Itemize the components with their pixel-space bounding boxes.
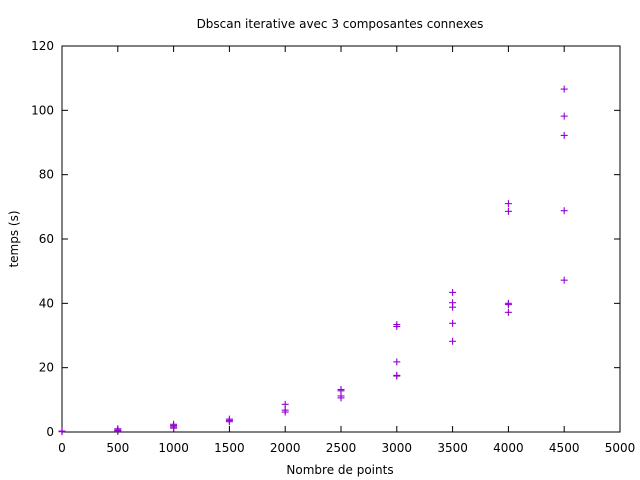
data-point <box>170 420 178 428</box>
x-tick-label: 500 <box>106 441 129 455</box>
data-point <box>449 288 457 296</box>
data-point <box>560 85 568 93</box>
y-tick-label: 100 <box>31 103 54 117</box>
x-tick-label: 0 <box>58 441 66 455</box>
x-tick-label: 3000 <box>382 441 413 455</box>
data-point <box>58 427 66 435</box>
data-point <box>225 415 233 423</box>
y-axis-label: temps (s) <box>7 210 21 267</box>
data-point <box>393 358 401 366</box>
y-tick-label: 60 <box>39 232 54 246</box>
y-tick-label: 120 <box>31 39 54 53</box>
data-point <box>504 299 512 307</box>
x-tick-label: 3500 <box>437 441 468 455</box>
x-axis-label: Nombre de points <box>286 463 393 477</box>
y-tick-label: 0 <box>46 425 54 439</box>
data-points <box>58 85 568 436</box>
chart-title: Dbscan iterative avec 3 composantes conn… <box>197 17 484 31</box>
data-point <box>560 276 568 284</box>
data-point <box>560 112 568 120</box>
data-point <box>560 131 568 139</box>
data-point <box>504 308 512 316</box>
x-tick-label: 4500 <box>549 441 580 455</box>
y-axis: 0 20 40 60 80 100 120 <box>31 39 620 439</box>
y-tick-label: 80 <box>39 168 54 182</box>
x-tick-label: 5000 <box>605 441 636 455</box>
data-point <box>504 200 512 208</box>
data-point <box>449 299 457 307</box>
x-tick-label: 2000 <box>270 441 301 455</box>
y-tick-label: 20 <box>39 361 54 375</box>
data-point <box>337 386 345 394</box>
data-point <box>393 321 401 329</box>
data-point <box>504 207 512 215</box>
x-tick-label: 1000 <box>158 441 189 455</box>
plot-frame <box>61 45 621 433</box>
x-tick-label: 2500 <box>326 441 357 455</box>
data-point <box>114 425 122 433</box>
data-point <box>393 371 401 379</box>
data-point <box>281 400 289 408</box>
x-tick-label: 4000 <box>493 441 524 455</box>
x-tick-label: 1500 <box>214 441 245 455</box>
data-point <box>449 337 457 345</box>
data-point <box>449 319 457 327</box>
y-tick-label: 40 <box>39 296 54 310</box>
data-point <box>560 207 568 215</box>
x-axis: 0 500 1000 1500 2000 2500 3000 3500 4000 4500 5000 <box>58 46 635 455</box>
